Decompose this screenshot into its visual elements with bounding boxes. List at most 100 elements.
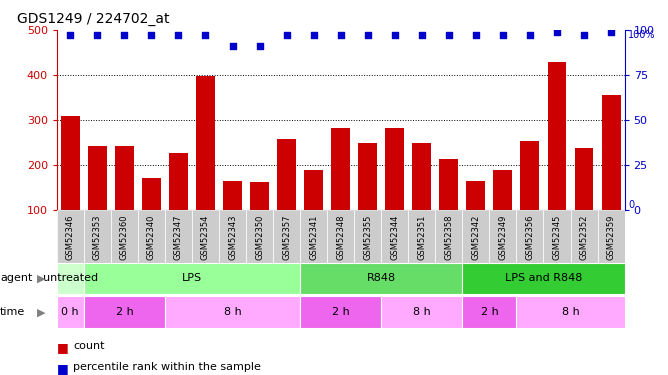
Point: [362, 32, 373, 38]
Bar: [57, 262, 84, 294]
Text: GSM52342: GSM52342: [472, 214, 480, 260]
Text: 100%: 100%: [628, 30, 655, 40]
Bar: [111, 210, 138, 262]
Bar: [385, 128, 404, 255]
Bar: [84, 262, 300, 294]
Text: GSM52352: GSM52352: [580, 214, 589, 260]
Bar: [115, 146, 134, 255]
Point: [606, 29, 617, 35]
Point: [227, 43, 238, 49]
Text: GSM52346: GSM52346: [66, 214, 75, 260]
Bar: [277, 139, 296, 255]
Bar: [574, 148, 593, 255]
Text: GSM52347: GSM52347: [174, 214, 183, 260]
Text: GSM52340: GSM52340: [147, 214, 156, 260]
Bar: [165, 296, 300, 328]
Text: GDS1249 / 224702_at: GDS1249 / 224702_at: [17, 12, 170, 26]
Bar: [490, 210, 516, 262]
Bar: [520, 141, 540, 255]
Bar: [165, 210, 192, 262]
Bar: [84, 296, 165, 328]
Bar: [494, 170, 512, 255]
Text: 2 h: 2 h: [480, 307, 498, 317]
Bar: [381, 296, 462, 328]
Text: GSM52359: GSM52359: [607, 214, 615, 260]
Text: count: count: [73, 341, 105, 351]
Point: [173, 32, 184, 38]
Text: GSM52356: GSM52356: [526, 214, 534, 260]
Text: LPS: LPS: [182, 273, 202, 284]
Point: [119, 32, 130, 38]
Bar: [57, 296, 84, 328]
Bar: [440, 159, 458, 255]
Text: 2 h: 2 h: [116, 307, 133, 317]
Text: ■: ■: [57, 341, 69, 354]
Bar: [169, 153, 188, 255]
Bar: [516, 296, 625, 328]
Bar: [219, 210, 246, 262]
Text: GSM52349: GSM52349: [498, 214, 508, 260]
Bar: [598, 210, 625, 262]
Point: [146, 32, 157, 38]
Bar: [436, 210, 462, 262]
Bar: [544, 210, 570, 262]
Text: GSM52351: GSM52351: [418, 214, 426, 260]
Text: GSM52358: GSM52358: [444, 214, 454, 260]
Bar: [300, 262, 462, 294]
Text: untreated: untreated: [43, 273, 98, 284]
Bar: [462, 210, 490, 262]
Text: 8 h: 8 h: [562, 307, 579, 317]
Text: ▶: ▶: [37, 307, 45, 317]
Text: agent: agent: [0, 273, 32, 284]
Text: time: time: [0, 307, 25, 317]
Text: 8 h: 8 h: [224, 307, 241, 317]
Bar: [273, 210, 300, 262]
Text: ■: ■: [57, 362, 69, 375]
Point: [470, 32, 481, 38]
Point: [92, 32, 103, 38]
Text: GSM52357: GSM52357: [282, 214, 291, 260]
Point: [335, 32, 346, 38]
Bar: [142, 178, 161, 255]
Point: [255, 43, 265, 49]
Point: [444, 32, 454, 38]
Text: GSM52345: GSM52345: [552, 214, 562, 260]
Bar: [466, 181, 486, 255]
Bar: [331, 128, 350, 255]
Bar: [548, 62, 566, 255]
Text: percentile rank within the sample: percentile rank within the sample: [73, 362, 261, 372]
Text: GSM52360: GSM52360: [120, 214, 129, 260]
Point: [65, 32, 75, 38]
Point: [578, 32, 589, 38]
Bar: [138, 210, 165, 262]
Bar: [412, 142, 432, 255]
Text: GSM52341: GSM52341: [309, 214, 318, 260]
Bar: [354, 210, 381, 262]
Text: GSM52344: GSM52344: [390, 214, 399, 260]
Bar: [602, 95, 621, 255]
Point: [552, 29, 562, 35]
Text: GSM52348: GSM52348: [336, 214, 345, 260]
Point: [309, 32, 319, 38]
Bar: [327, 210, 354, 262]
Bar: [408, 210, 436, 262]
Bar: [570, 210, 598, 262]
Bar: [300, 210, 327, 262]
Bar: [304, 170, 323, 255]
Text: 2 h: 2 h: [332, 307, 349, 317]
Text: R848: R848: [367, 273, 396, 284]
Bar: [381, 210, 408, 262]
Text: 0 h: 0 h: [61, 307, 79, 317]
Text: GSM52350: GSM52350: [255, 214, 264, 260]
Point: [389, 32, 400, 38]
Point: [281, 32, 292, 38]
Bar: [462, 262, 625, 294]
Bar: [300, 296, 381, 328]
Point: [416, 32, 427, 38]
Bar: [250, 182, 269, 255]
Bar: [57, 210, 84, 262]
Text: LPS and R848: LPS and R848: [505, 273, 582, 284]
Bar: [61, 116, 79, 255]
Point: [200, 32, 211, 38]
Point: [524, 32, 535, 38]
